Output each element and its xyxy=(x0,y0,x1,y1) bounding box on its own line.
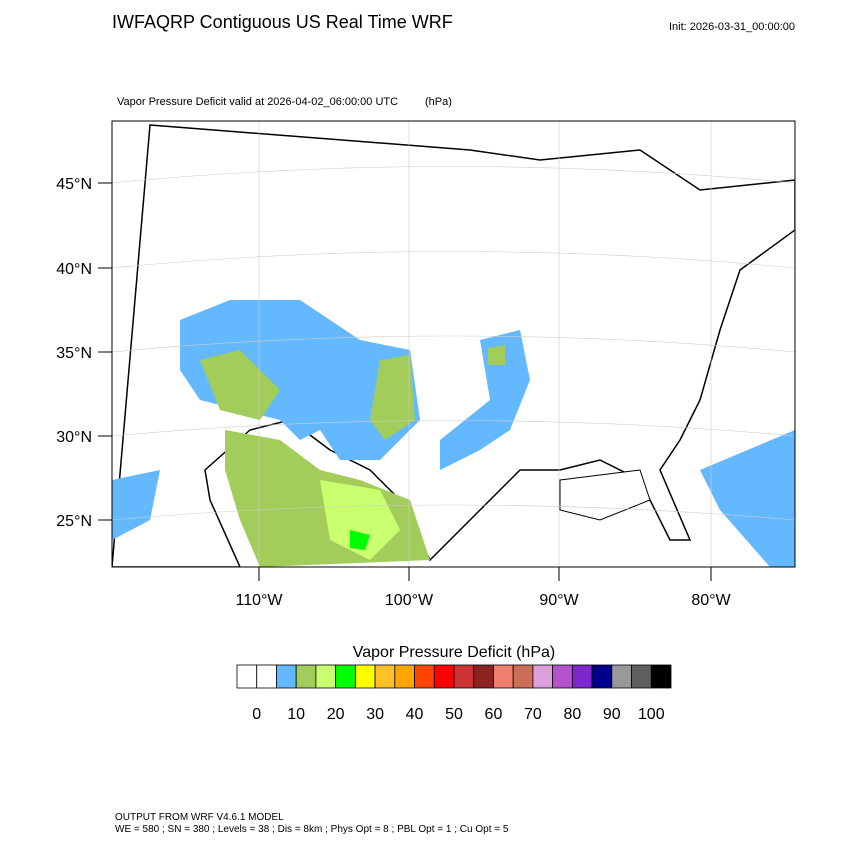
lon-label: 100°W xyxy=(385,592,434,609)
lat-label: 45°N xyxy=(56,176,92,193)
map xyxy=(111,120,796,568)
colorbar-tick-label: 70 xyxy=(524,706,542,723)
colorbar-box xyxy=(631,664,652,689)
colorbar-box xyxy=(650,664,672,689)
colorbar-tick-label: 0 xyxy=(252,706,261,723)
colorbar-box xyxy=(335,664,356,689)
colorbar-tick-label: 80 xyxy=(563,706,581,723)
colorbar-tick-label: 30 xyxy=(366,706,384,723)
title: IWFAQRP Contiguous US Real Time WRF xyxy=(112,12,453,32)
colorbar-box xyxy=(591,664,613,689)
colorbar-tick-label: 90 xyxy=(603,706,621,723)
colorbar-box xyxy=(433,664,455,689)
colorbar-box xyxy=(276,664,297,689)
lat-label: 25°N xyxy=(56,513,92,530)
colorbar-box xyxy=(394,664,415,689)
lon-label: 110°W xyxy=(235,592,283,609)
colorbar-tick-label: 50 xyxy=(445,706,463,723)
colorbar-box xyxy=(512,664,534,689)
colorbar-box xyxy=(473,664,494,689)
colorbar-box xyxy=(354,664,376,689)
colorbar-tick-label: 60 xyxy=(485,706,503,723)
colorbar-tick-label: 100 xyxy=(638,706,665,723)
colorbar-box xyxy=(571,664,593,689)
colorbar-tick-label: 40 xyxy=(406,706,424,723)
subtitle: Vapor Pressure Deficit valid at 2026-04-… xyxy=(117,96,398,108)
units: (hPa) xyxy=(425,96,452,108)
lat-label: 40°N xyxy=(56,261,92,278)
lat-label: 30°N xyxy=(56,429,92,446)
colorbar-box xyxy=(236,664,258,689)
lon-label: 80°W xyxy=(691,592,731,609)
colorbar-box xyxy=(315,664,337,689)
colorbar-tick-label: 20 xyxy=(327,706,345,723)
colorbar-box xyxy=(611,664,632,689)
lon-label: 90°W xyxy=(539,592,579,609)
lat-label: 35°N xyxy=(56,345,92,362)
init-time: Init: 2026-03-31_00:00:00 xyxy=(669,21,795,33)
footer-model: OUTPUT FROM WRF V4.6.1 MODEL xyxy=(115,812,284,823)
colorbar-title: Vapor Pressure Deficit (hPa) xyxy=(353,644,555,661)
colorbar-box xyxy=(453,664,475,689)
colorbar-box xyxy=(374,664,396,689)
colorbar-box xyxy=(532,664,554,689)
colorbar-tick-label: 10 xyxy=(287,706,305,723)
colorbar-box xyxy=(493,664,514,689)
footer-settings: WE = 580 ; SN = 380 ; Levels = 38 ; Dis … xyxy=(115,824,509,835)
colorbar-box xyxy=(552,664,573,689)
colorbar-box xyxy=(295,664,317,689)
colorbar-box xyxy=(414,664,435,689)
colorbar-box xyxy=(256,664,277,689)
